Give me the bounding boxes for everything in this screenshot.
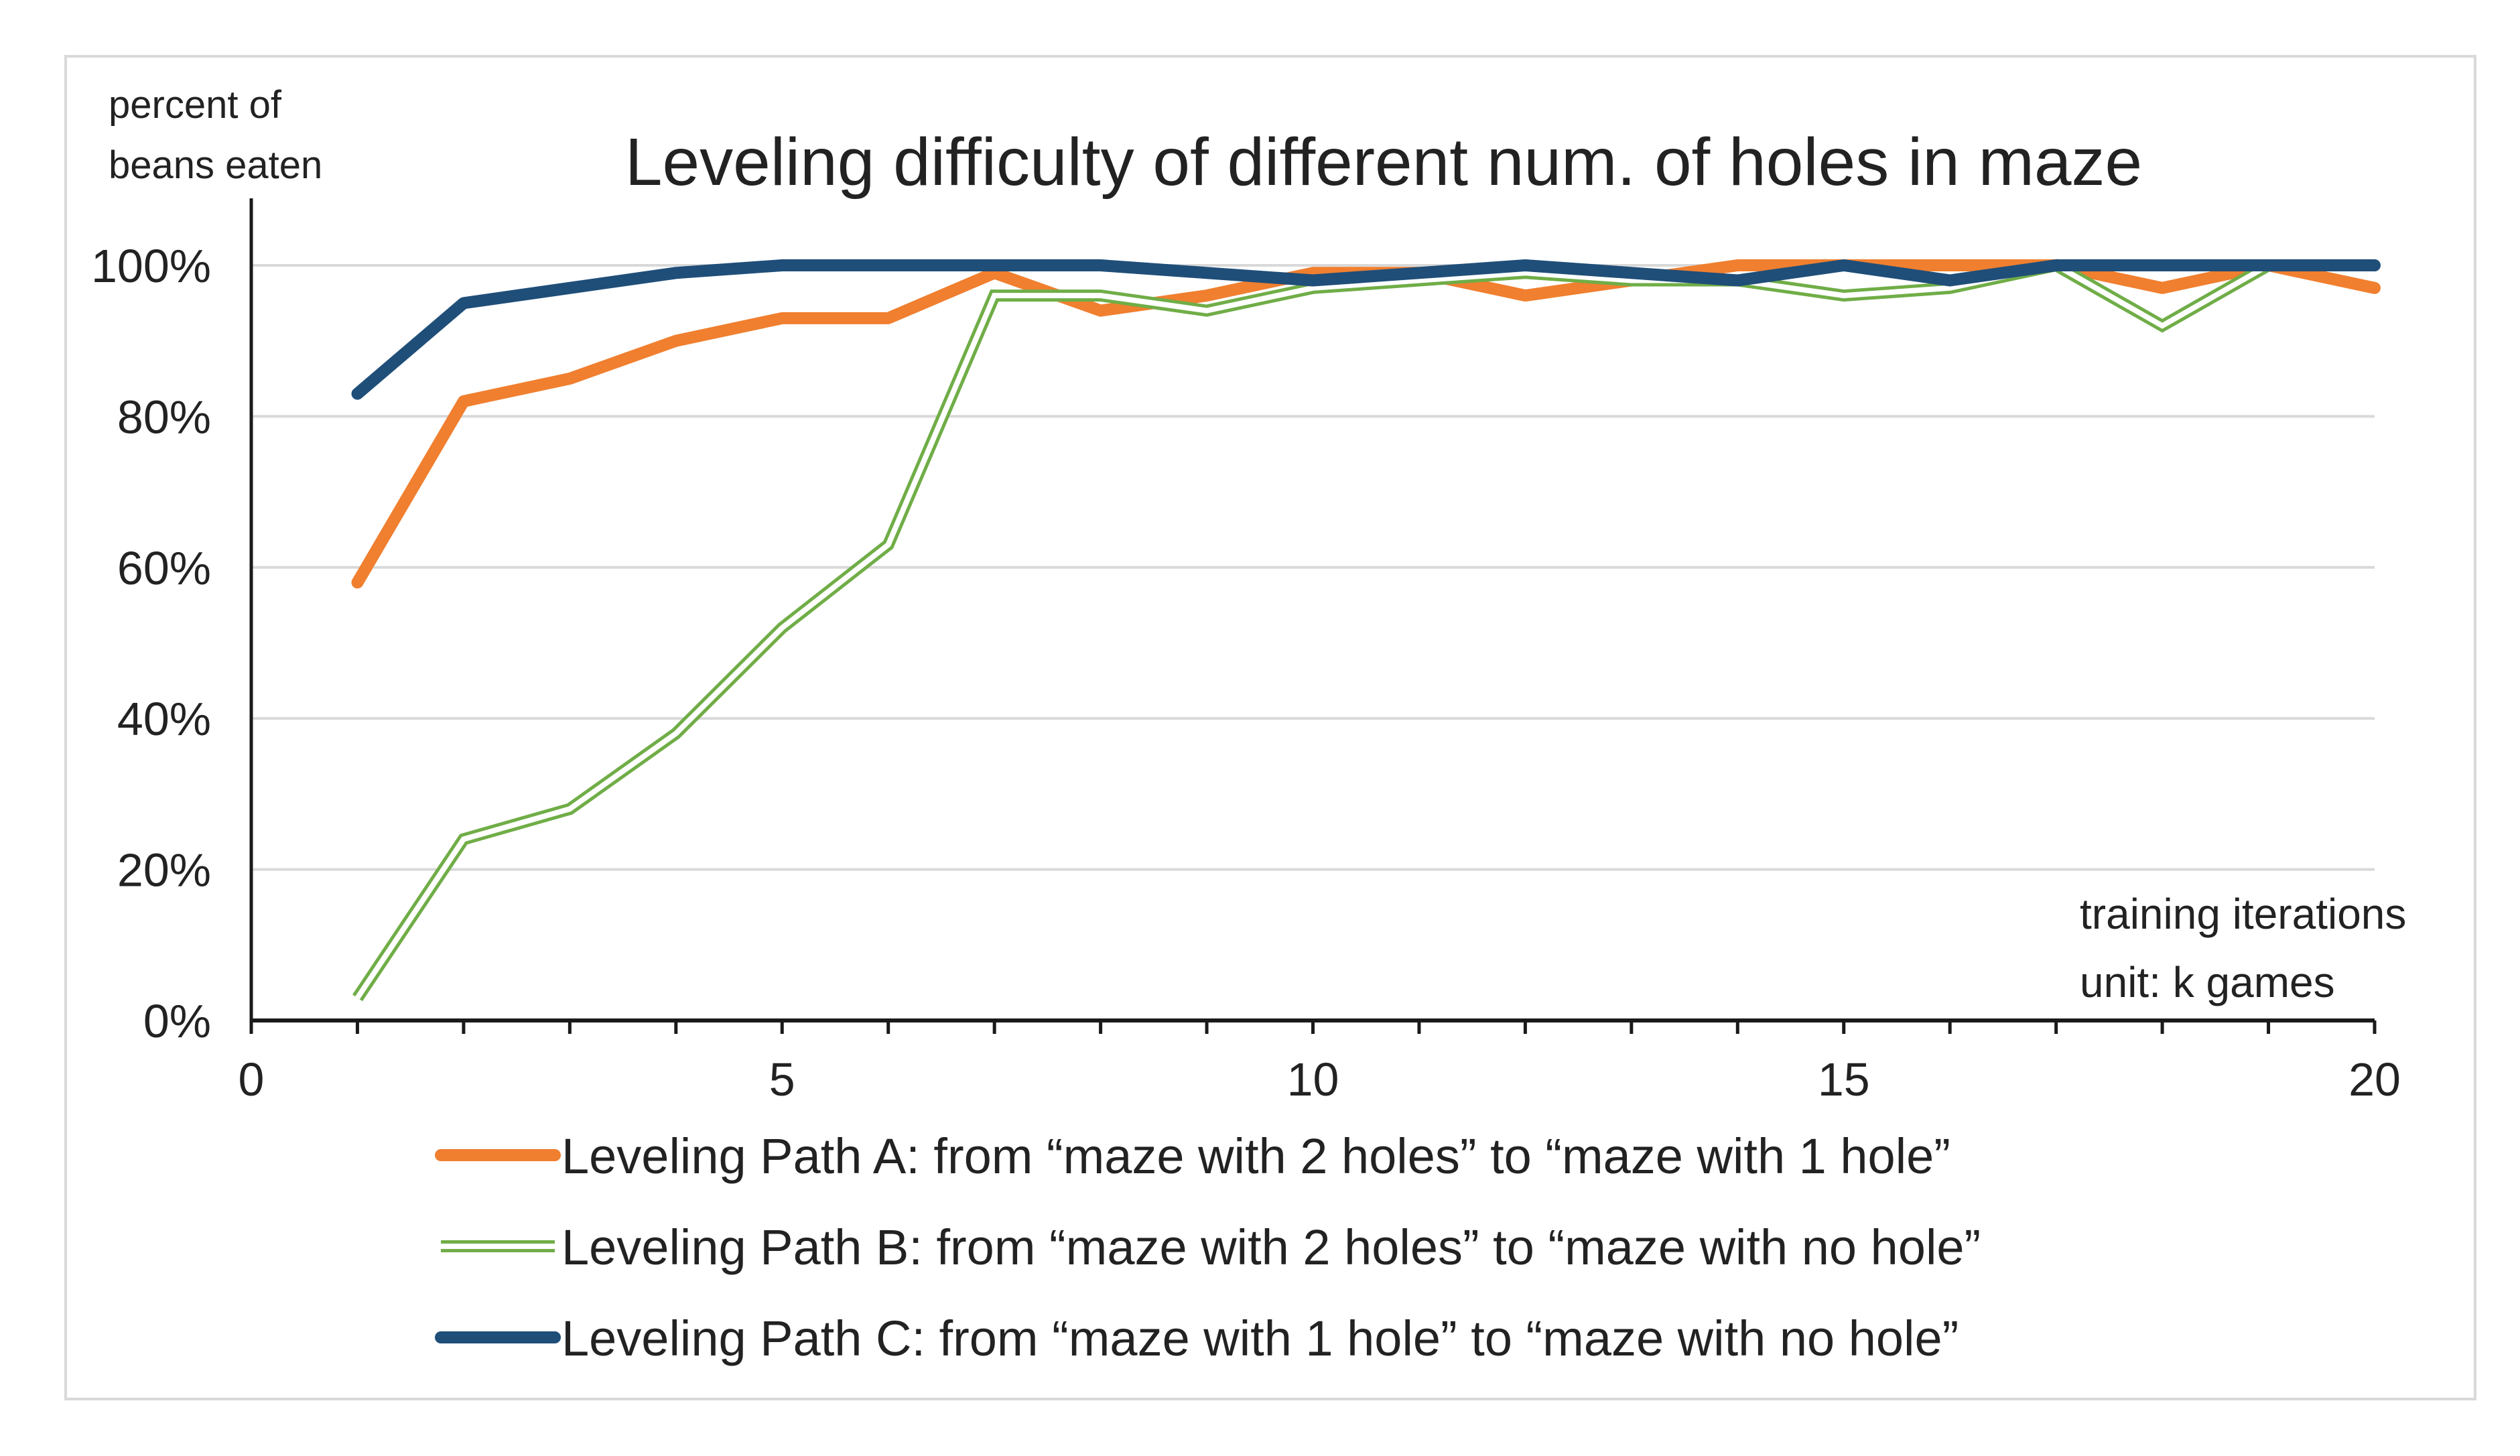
- series-line-1-outer: [352, 259, 2375, 1002]
- legend-label-0: Leveling Path A: from “maze with 2 holes…: [561, 1128, 1950, 1184]
- chart-title: Leveling difficulty of different num. of…: [625, 125, 2142, 200]
- y-tick-label-40: 40%: [117, 693, 211, 745]
- x-tick-label-15: 15: [1818, 1053, 1870, 1106]
- chart-frame: Leveling difficulty of different num. of…: [64, 55, 2476, 1400]
- legend-label-1: Leveling Path B: from “maze with 2 holes…: [561, 1219, 1981, 1275]
- x-tick-label-10: 10: [1287, 1053, 1339, 1106]
- y-tick-label-20: 20%: [117, 844, 211, 897]
- y-tick-label-80: 80%: [117, 391, 211, 443]
- x-tick-label-20: 20: [2348, 1053, 2401, 1106]
- y-tick-label-0: 0%: [143, 995, 211, 1047]
- axes: [249, 198, 2377, 1034]
- series-line-2: [351, 259, 2381, 400]
- y-axis-label-line-1: percent of: [109, 83, 282, 127]
- x-axis-label-line-2: unit: k games: [2080, 958, 2335, 1006]
- legend: Leveling Path A: from “maze with 2 holes…: [435, 1128, 1981, 1366]
- y-tick-label-100: 100%: [91, 240, 211, 292]
- y-axis-label-line-2: beans eaten: [109, 143, 322, 187]
- series-lines: [351, 259, 2381, 1002]
- tick-labels: 0% 20% 40% 60% 80% 100% 0 5 10 15 20: [91, 240, 2401, 1106]
- series-line-1-inner: [355, 262, 2375, 1000]
- y-tick-label-60: 60%: [117, 542, 211, 594]
- series-line-0: [351, 259, 2381, 589]
- x-tick-label-0: 0: [239, 1053, 265, 1106]
- x-axis-label-line-1: training iterations: [2080, 890, 2406, 938]
- legend-label-2: Leveling Path C: from “maze with 1 hole”…: [561, 1311, 1959, 1366]
- x-tick-label-5: 5: [769, 1053, 795, 1106]
- gridlines: [251, 264, 2375, 871]
- line-chart: Leveling difficulty of different num. of…: [91, 83, 2406, 1366]
